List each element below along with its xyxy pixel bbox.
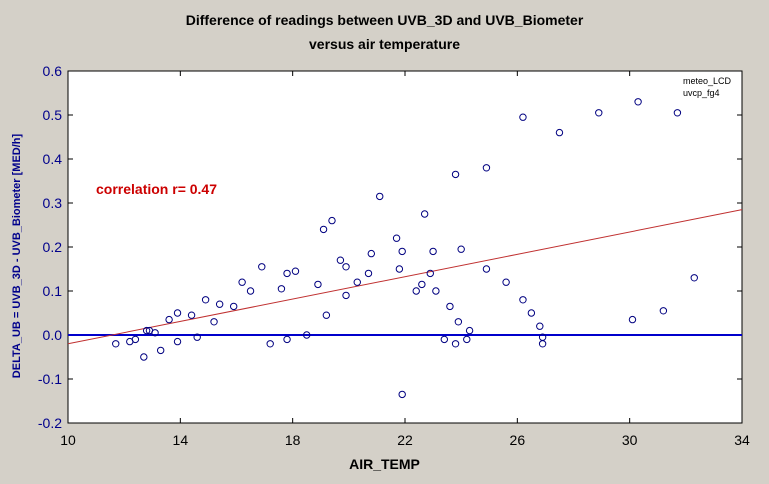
data-point: [538, 333, 547, 341]
data-point: [291, 267, 300, 275]
data-point: [418, 280, 426, 289]
data-point: [432, 287, 440, 295]
data-point: [536, 322, 544, 330]
data-point: [142, 326, 151, 335]
y-tick-label: -0.2: [38, 415, 62, 431]
data-point: [463, 335, 471, 344]
data-point: [519, 113, 527, 121]
data-point: [446, 302, 454, 311]
data-point: [628, 315, 637, 324]
y-axis-label: DELTA_UB = UVB_3D - UVB_Biometer [MED/h]: [11, 133, 23, 379]
x-tick-label: 18: [285, 432, 301, 448]
data-point: [527, 309, 536, 317]
data-point: [364, 269, 373, 278]
x-tick-label: 26: [510, 432, 526, 448]
x-axis-label: AIR_TEMP: [349, 456, 420, 472]
data-point: [336, 256, 345, 264]
data-point: [314, 280, 322, 289]
data-point: [112, 340, 120, 348]
data-point: [482, 265, 491, 273]
data-point: [165, 315, 173, 324]
data-point: [193, 333, 201, 341]
y-axis: -0.2 -0.1 0.0 0.1 0.2 0.3 0.4 0.5 0.6: [38, 63, 742, 431]
legend-entry-1: meteo_LCD: [683, 76, 732, 86]
legend-entry-2: uvcp_fg4: [683, 88, 720, 98]
data-point: [426, 269, 434, 278]
chart-title: Difference of readings between UVB_3D an…: [0, 8, 769, 56]
y-tick-label: 0.1: [43, 283, 63, 299]
data-point: [156, 346, 165, 355]
x-tick-label: 34: [734, 432, 750, 448]
data-point: [454, 318, 463, 326]
chart-title-line-1: Difference of readings between UVB_3D an…: [185, 12, 584, 28]
data-point: [215, 300, 224, 308]
data-point: [303, 331, 311, 339]
x-tick-label: 30: [622, 432, 638, 448]
data-point: [283, 269, 291, 278]
y-tick-label: 0.6: [43, 63, 63, 79]
data-point: [266, 340, 274, 348]
data-point: [690, 274, 698, 282]
data-point: [398, 390, 406, 399]
x-tick-label: 10: [60, 432, 76, 448]
data-point: [457, 245, 465, 253]
x-tick-label: 22: [397, 432, 413, 448]
data-point: [673, 109, 682, 117]
data-point: [634, 98, 642, 106]
x-tick-label: 14: [173, 432, 189, 448]
y-tick-label: 0.3: [43, 195, 63, 211]
data-point: [440, 335, 449, 344]
data-point: [173, 337, 182, 346]
data-point: [392, 234, 401, 242]
data-point: [187, 311, 196, 319]
y-tick-label: -0.1: [38, 371, 62, 387]
data-point: [328, 216, 336, 225]
data-points: [112, 98, 698, 399]
x-axis: 10 14 18 22 26 30 34: [60, 71, 750, 448]
data-point: [502, 278, 510, 286]
data-point: [322, 311, 331, 319]
data-point: [595, 109, 603, 117]
data-point: [451, 340, 460, 348]
y-tick-label: 0.0: [43, 327, 63, 343]
data-point: [412, 287, 420, 295]
data-point: [465, 326, 474, 335]
data-point: [395, 265, 404, 273]
data-point: [173, 309, 182, 317]
data-point: [246, 287, 255, 295]
data-point: [451, 170, 460, 179]
data-point: [420, 210, 429, 218]
data-point: [429, 247, 437, 256]
data-point: [367, 249, 375, 258]
data-point: [398, 247, 406, 256]
chart-title-line-2: versus air temperature: [309, 36, 460, 52]
legend: meteo_LCD uvcp_fg4: [683, 75, 731, 99]
data-point: [210, 318, 218, 326]
data-point: [238, 278, 246, 286]
y-tick-label: 0.2: [43, 239, 63, 255]
data-point: [258, 263, 266, 271]
data-point: [201, 296, 210, 304]
data-point: [376, 192, 384, 201]
data-point: [319, 225, 328, 234]
data-point: [140, 353, 148, 361]
data-point: [482, 164, 491, 172]
correlation-annotation: correlation r= 0.47: [96, 181, 218, 197]
y-tick-label: 0.5: [43, 107, 63, 123]
data-point: [151, 329, 159, 337]
data-point: [131, 335, 140, 344]
data-point: [229, 302, 238, 311]
data-point: [277, 285, 286, 293]
data-point: [342, 291, 350, 300]
data-point: [659, 307, 668, 315]
plot-area: [67, 70, 743, 424]
data-point: [519, 296, 527, 304]
trend-line: [67, 209, 743, 345]
y-tick-label: 0.4: [43, 151, 63, 167]
data-point: [353, 278, 361, 286]
data-point: [555, 128, 564, 137]
data-point: [283, 335, 291, 344]
data-point: [342, 263, 350, 271]
